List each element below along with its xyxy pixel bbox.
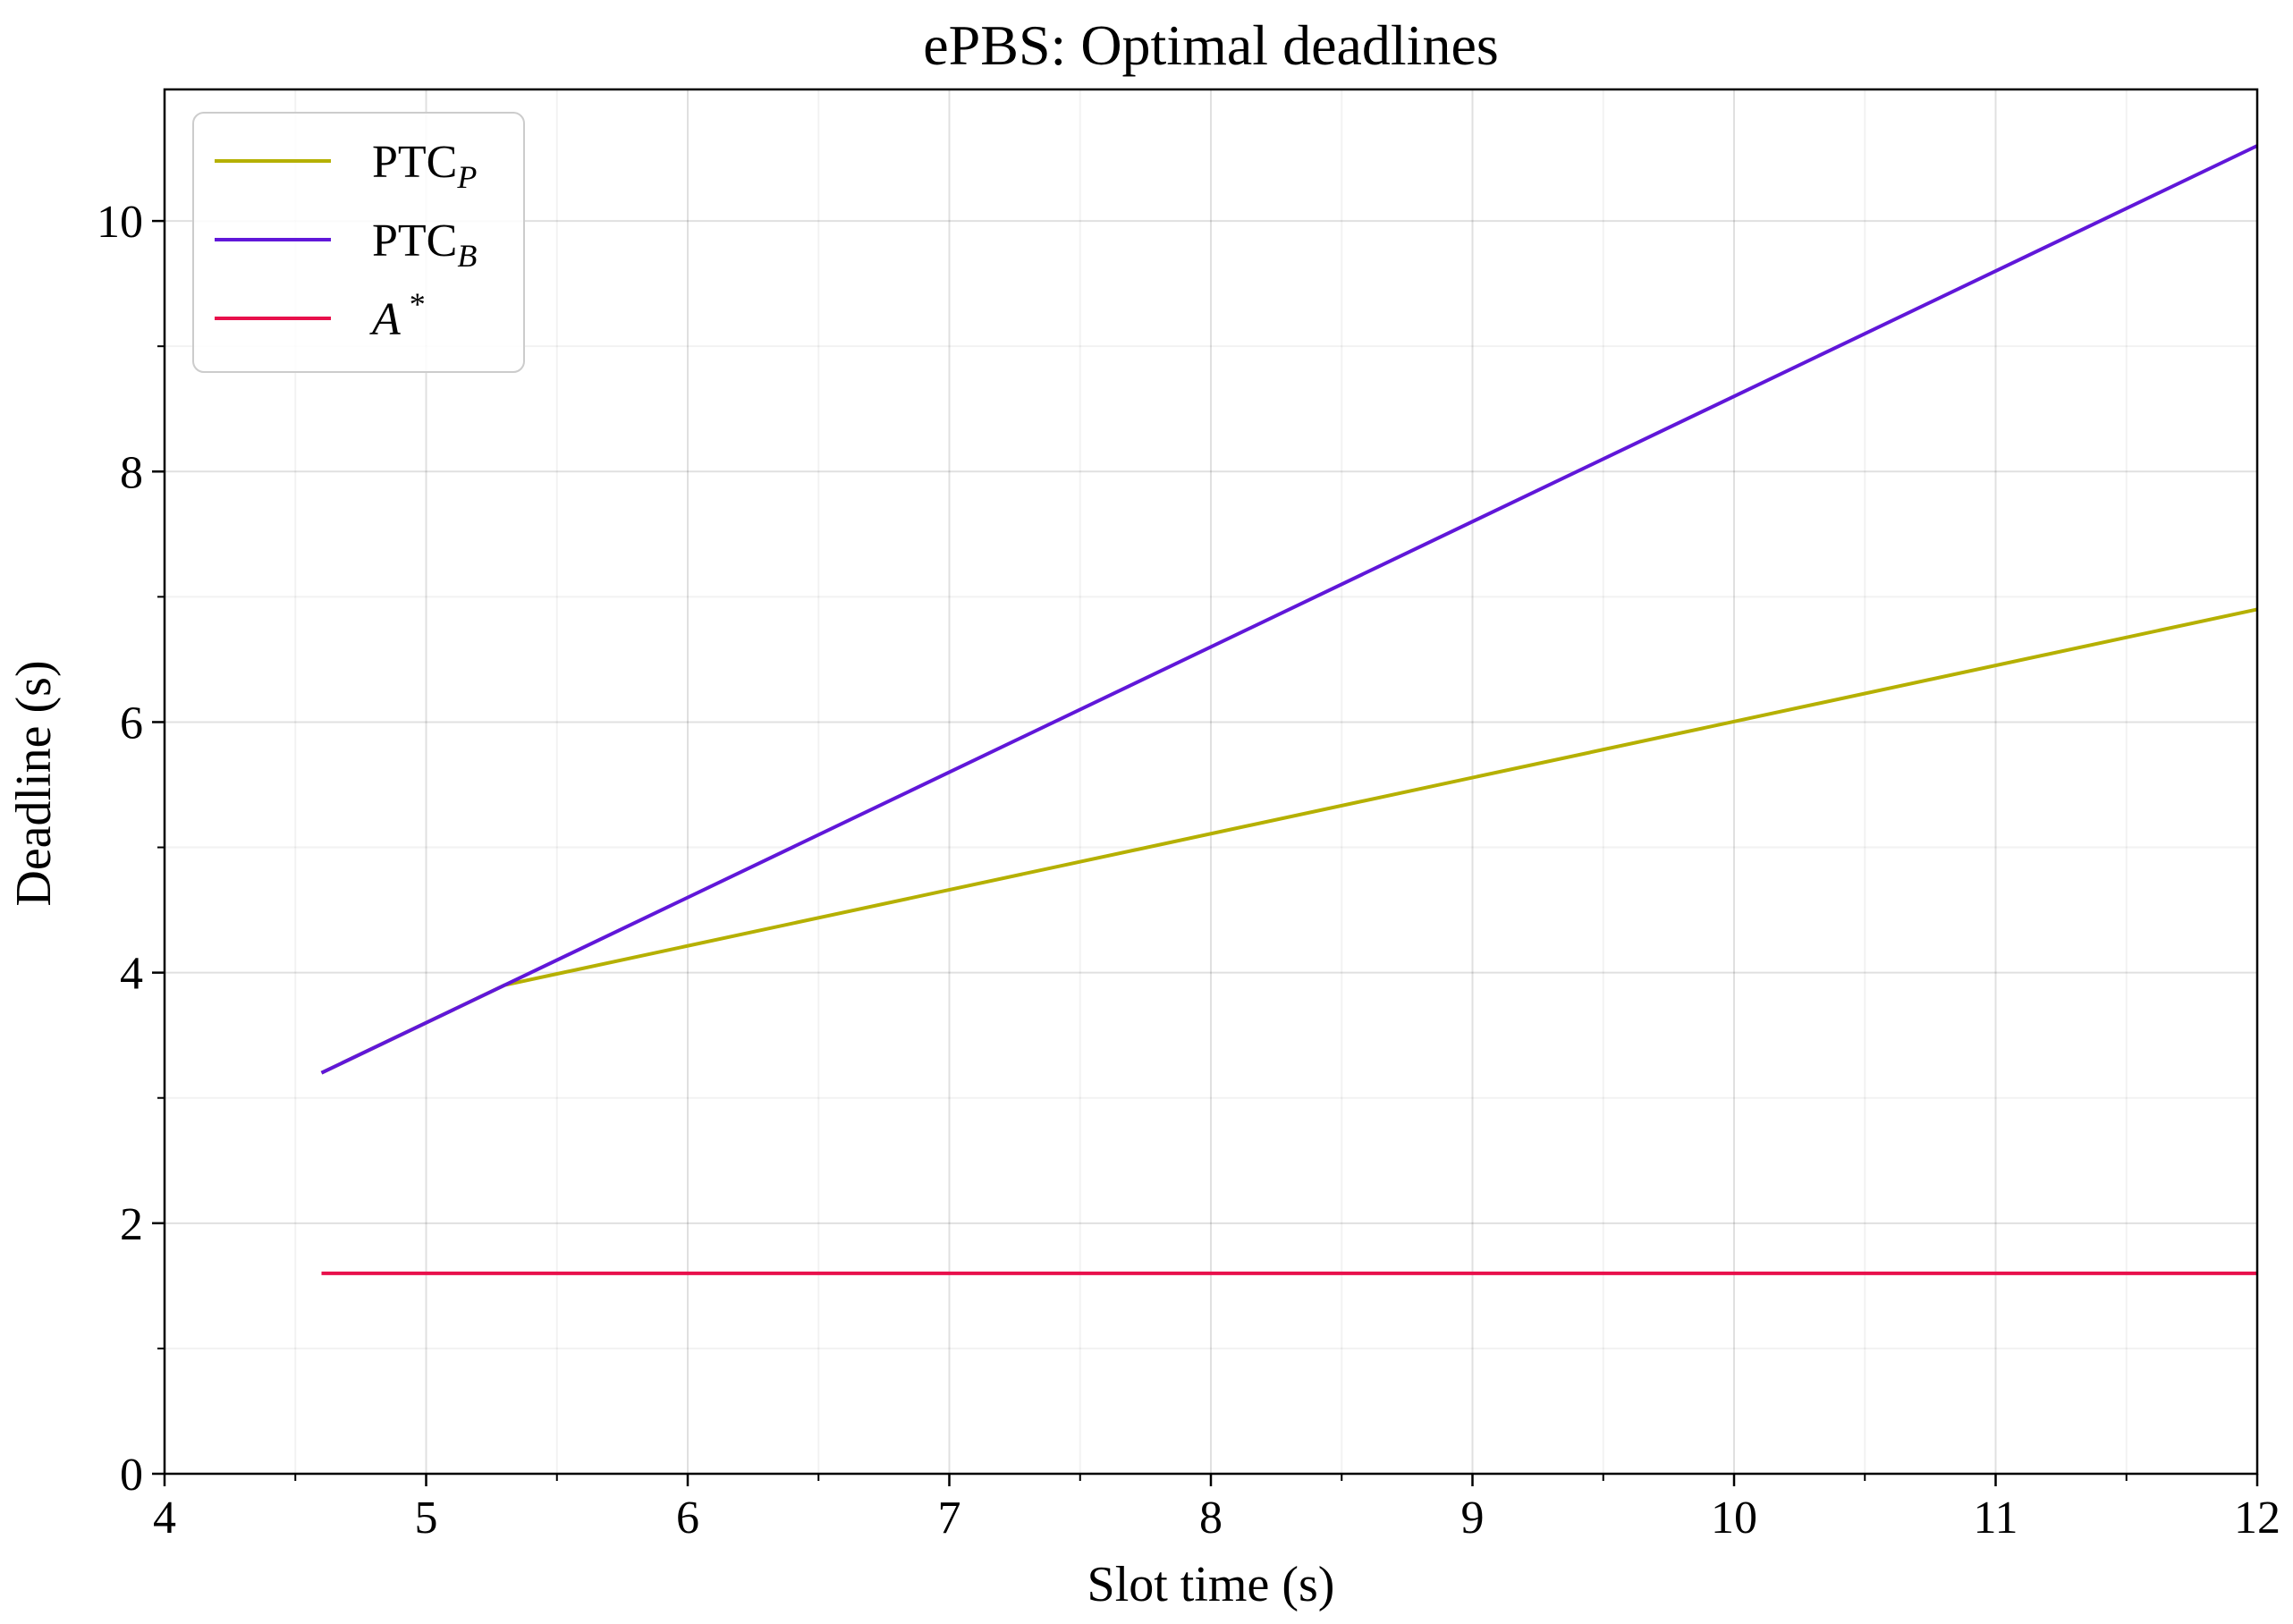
x-tick-label: 6 [676,1493,699,1544]
x-tick-label: 11 [1973,1493,2018,1544]
series-lines [320,144,2258,1275]
series-line-ptc_p [320,607,2258,1075]
y-tick-label: 8 [120,447,143,498]
x-tick-label: 5 [415,1493,438,1544]
y-tick-label: 4 [120,949,143,1000]
series-line-ptc_b [320,144,2258,1075]
legend-label: PTCP [372,137,477,195]
x-tick-label: 8 [1199,1493,1223,1544]
legend: PTCP PTCB A * [192,112,525,373]
legend-label: PTCB [372,216,477,274]
x-tick-label: 9 [1461,1493,1485,1544]
x-axis-label: Slot time (s) [1087,1557,1335,1612]
y-tick-label: 0 [120,1450,143,1501]
y-tick-label: 2 [120,1199,143,1250]
legend-label: A * [369,286,426,345]
axis-ticks: 4 5 6 7 8 9 10 11 12 0 2 4 6 8 10 [97,197,2280,1544]
y-axis-label: Deadline (s) [6,660,62,906]
legend-item-ptc_b: PTCB [215,216,477,274]
y-tick-label: 10 [97,197,143,248]
x-tick-label: 10 [1711,1493,1757,1544]
legend-item-a_star: A * [215,286,426,345]
legend-box [192,112,525,373]
legend-item-ptc_p: PTCP [215,137,477,195]
x-tick-label: 7 [938,1493,961,1544]
x-tick-label: 4 [153,1493,176,1544]
x-tick-label: 12 [2234,1493,2280,1544]
chart-title: ePBS: Optimal deadlines [923,13,1499,77]
y-tick-label: 6 [120,698,143,749]
